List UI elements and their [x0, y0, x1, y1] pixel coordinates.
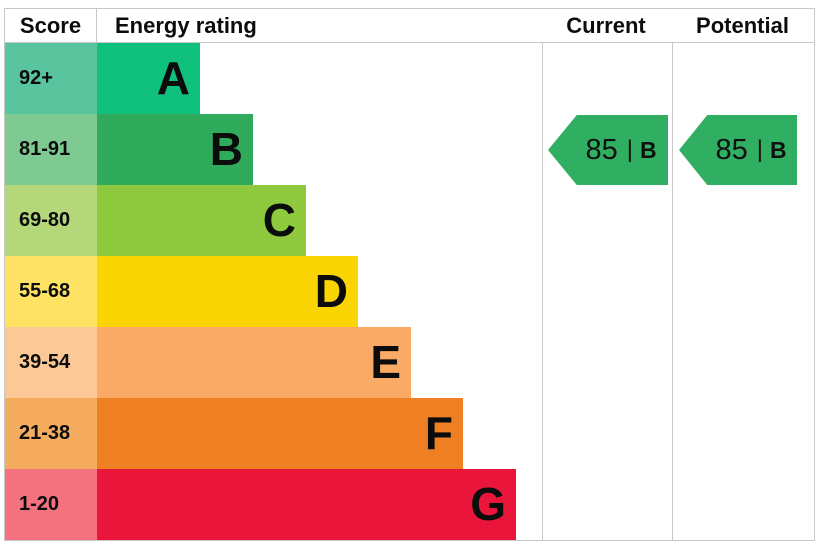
current-rating-arrow: 85 | B [548, 115, 668, 185]
score-range-a: 92+ [5, 43, 97, 114]
epc-rating-chart: Score Energy rating Current Potential 92… [4, 8, 815, 541]
band-row-c: 69-80 C [5, 185, 814, 256]
rating-bar-c: C [97, 185, 306, 256]
rating-bar-a: A [97, 43, 200, 114]
band-row-e: 39-54 E [5, 327, 814, 398]
potential-band-letter: B [769, 136, 787, 163]
energy-rating-column-header: Energy rating [115, 13, 257, 38]
potential-rating-arrow: 85 | B [679, 115, 797, 185]
score-column-header: Score [5, 9, 97, 42]
score-range-e: 39-54 [5, 327, 97, 398]
rating-bar-e: E [97, 327, 411, 398]
score-range-g: 1-20 [5, 469, 97, 540]
band-row-d: 55-68 D [5, 256, 814, 327]
rating-bar-d: D [97, 256, 358, 327]
potential-score-separator: | [756, 136, 763, 163]
band-row-g: 1-20 G [5, 469, 814, 540]
current-score-separator: | [626, 136, 633, 163]
rating-bar-g: G [97, 469, 516, 540]
rating-bar-f: F [97, 398, 463, 469]
band-row-b: 81-91 B [5, 114, 814, 185]
chart-header-row: Score Energy rating Current Potential [5, 9, 814, 43]
current-band-letter: B [639, 136, 657, 163]
rating-bar-b: B [97, 114, 253, 185]
score-range-b: 81-91 [5, 114, 97, 185]
band-row-a: 92+ A [5, 43, 814, 114]
current-score-value: 85 [585, 133, 618, 166]
potential-score-value: 85 [715, 133, 748, 166]
current-column-divider [542, 9, 543, 540]
score-range-c: 69-80 [5, 185, 97, 256]
potential-column-header: Potential [696, 13, 789, 38]
score-range-f: 21-38 [5, 398, 97, 469]
current-column-header: Current [566, 13, 646, 38]
score-range-d: 55-68 [5, 256, 97, 327]
potential-column-divider [672, 9, 673, 540]
band-row-f: 21-38 F [5, 398, 814, 469]
